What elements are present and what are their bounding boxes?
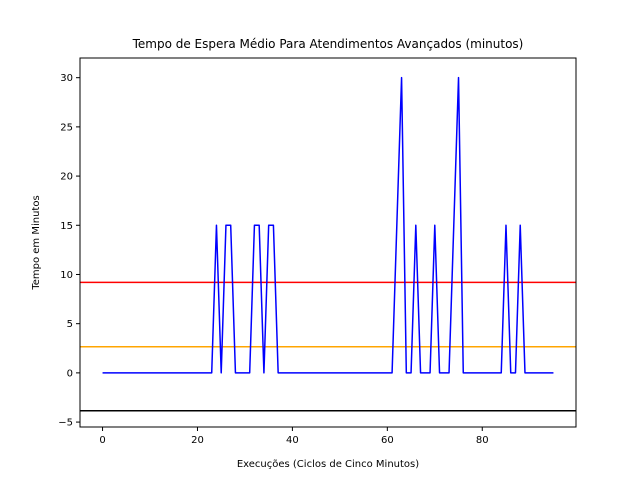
chart-title: Tempo de Espera Médio Para Atendimentos … <box>132 37 524 51</box>
y-tick-label: 15 <box>60 221 73 232</box>
y-tick-label: 0 <box>67 368 73 379</box>
x-tick-label: 80 <box>476 435 489 446</box>
y-tick-label: −5 <box>58 418 73 429</box>
x-axis-label: Execuções (Ciclos de Cinco Minutos) <box>237 459 419 470</box>
x-tick-label: 60 <box>381 435 394 446</box>
series-line-0 <box>102 76 554 374</box>
y-tick-label: 10 <box>60 270 73 281</box>
plot-area <box>80 58 576 427</box>
x-tick-label: 40 <box>286 435 299 446</box>
reference-lines <box>80 281 576 412</box>
y-tick-label: 5 <box>67 319 73 330</box>
y-tick-label: 25 <box>60 122 73 133</box>
series-layer <box>102 76 554 374</box>
y-axis: −5 0 5 10 15 20 25 30 <box>58 73 80 429</box>
y-axis-label: Tempo em Minutos <box>31 195 42 290</box>
x-tick-label: 0 <box>99 435 105 446</box>
y-tick-label: 20 <box>60 172 73 183</box>
plot-frame <box>79 57 577 428</box>
y-tick-label: 30 <box>60 73 73 84</box>
x-tick-label: 20 <box>191 435 204 446</box>
x-axis: 0 20 40 60 80 <box>99 427 489 446</box>
